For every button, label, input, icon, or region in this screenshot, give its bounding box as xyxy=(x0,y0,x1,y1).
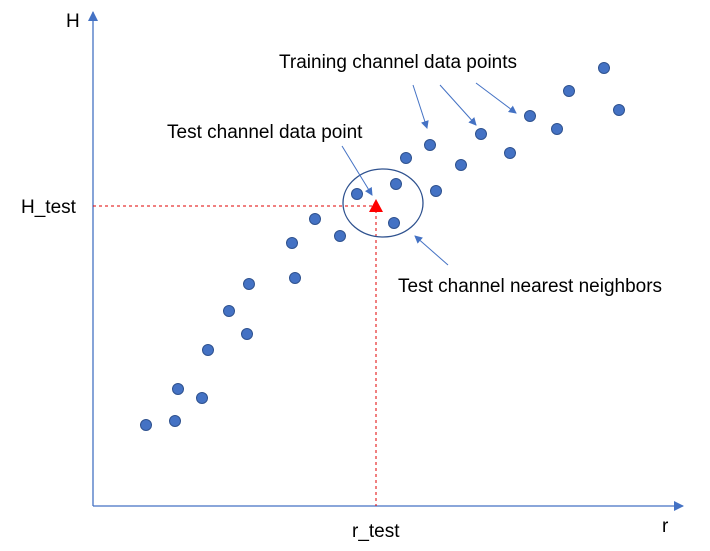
training-point xyxy=(563,85,575,97)
training-point xyxy=(524,110,536,122)
training-point xyxy=(172,383,184,395)
training-point xyxy=(202,344,214,356)
training-point xyxy=(334,230,346,242)
training-point xyxy=(475,128,487,140)
training-point xyxy=(455,159,467,171)
test-point-annotation-arrow xyxy=(341,145,373,196)
training-point xyxy=(400,152,412,164)
training-point xyxy=(243,278,255,290)
test-point-triangle-icon xyxy=(369,199,383,212)
nearest-neighbors-circle xyxy=(342,168,424,238)
nearest-neighbors-annotation: Test channel nearest neighbors xyxy=(398,276,662,297)
training-annotation-arrow xyxy=(475,82,517,114)
training-point xyxy=(241,328,253,340)
training-annotation-arrow xyxy=(439,84,477,126)
h-test-label: H_test xyxy=(21,197,77,218)
training-point xyxy=(424,139,436,151)
training-point xyxy=(289,272,301,284)
training-point xyxy=(140,419,152,431)
training-point xyxy=(598,62,610,74)
training-point xyxy=(504,147,516,159)
y-axis-label: H xyxy=(66,11,80,32)
neighbor-point xyxy=(388,217,400,229)
training-points xyxy=(140,62,625,431)
x-axis-label: r xyxy=(662,516,669,537)
training-point xyxy=(286,237,298,249)
training-point xyxy=(309,213,321,225)
training-point xyxy=(430,185,442,197)
training-point xyxy=(196,392,208,404)
training-point xyxy=(551,123,563,135)
training-points-annotation: Training channel data points xyxy=(279,52,517,73)
training-point xyxy=(613,104,625,116)
r-test-label: r_test xyxy=(352,521,400,542)
training-point xyxy=(169,415,181,427)
training-point xyxy=(223,305,235,317)
nearest-neighbors-annotation-arrow xyxy=(414,235,449,266)
neighbor-point xyxy=(390,178,402,190)
neighbor-point xyxy=(351,188,363,200)
training-annotation-arrow xyxy=(412,84,429,129)
test-point-annotation: Test channel data point xyxy=(167,122,363,143)
